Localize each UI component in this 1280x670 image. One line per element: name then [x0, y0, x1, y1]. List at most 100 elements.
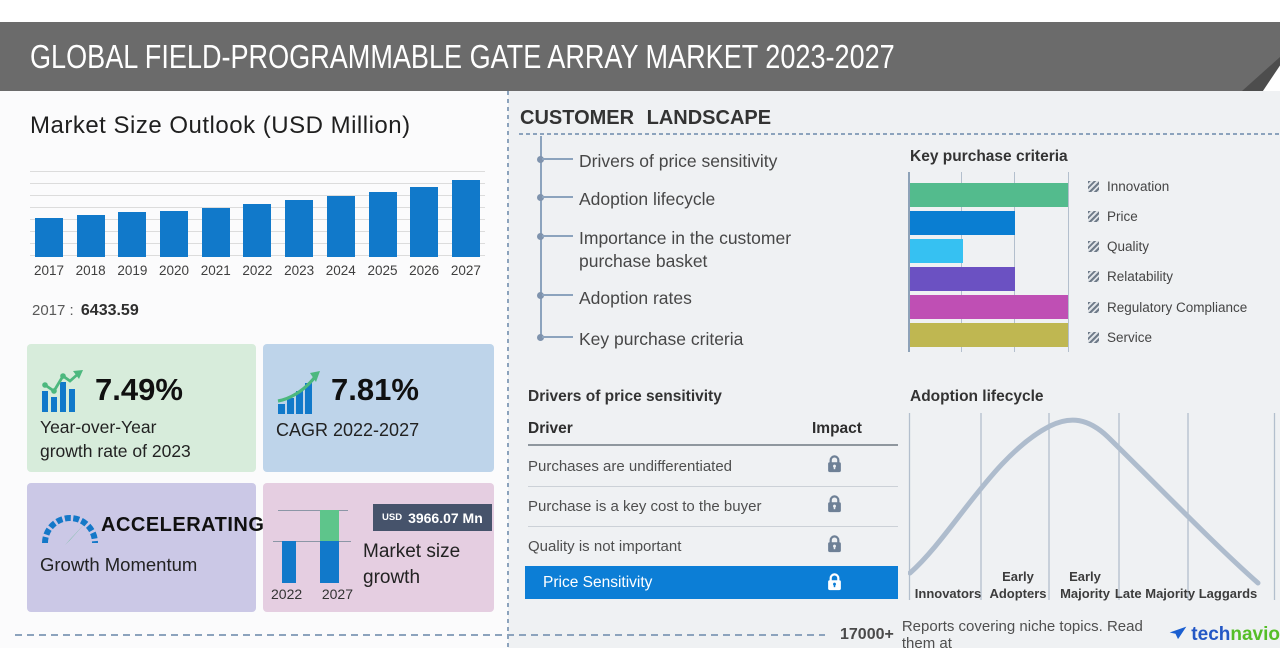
market-bar-2024	[326, 196, 355, 257]
column-header-driver: Driver	[528, 420, 573, 437]
row-divider	[528, 526, 898, 527]
legend-item: Service	[1088, 330, 1152, 345]
market-bar-column: 2020	[155, 211, 193, 278]
criteria-bar-innovation	[910, 183, 1068, 207]
market-bar-2018	[76, 215, 105, 257]
growth-currency: USD	[382, 512, 403, 523]
technavio-arrow-icon	[1169, 626, 1187, 640]
market-bar-column: 2022	[238, 204, 276, 278]
tree-connector-line	[542, 294, 573, 296]
legend-label: Regulatory Compliance	[1107, 300, 1248, 315]
lifecycle-stage-label: Laggards	[1198, 586, 1258, 601]
growth-year-start: 2022	[271, 586, 303, 602]
market-bar-2025	[368, 192, 397, 257]
base-year: 2017	[32, 302, 66, 319]
market-bar-2021	[201, 208, 230, 257]
landscape-item-label: Key purchase criteria	[579, 329, 744, 349]
base-year-note: 2017 : 6433.59	[32, 302, 139, 320]
row-divider	[528, 486, 898, 487]
report-title: GLOBAL FIELD-PROGRAMMABLE GATE ARRAY MAR…	[30, 37, 895, 75]
market-bar-column: 2023	[280, 200, 318, 278]
lifecycle-stage-label: Late Majority	[1114, 586, 1196, 601]
cagr-value: 7.81%	[331, 372, 419, 407]
adoption-lifecycle-curve	[908, 413, 1276, 600]
tree-connector-line	[542, 235, 573, 237]
legend-label: Relatability	[1107, 269, 1174, 284]
legend-label: Service	[1107, 330, 1153, 345]
legend-item: Innovation	[1088, 179, 1169, 194]
report-count: 17000+	[840, 626, 894, 643]
tree-node-dot	[537, 194, 544, 201]
year-label: 2024	[325, 263, 356, 278]
market-bar-2026	[410, 187, 439, 257]
customer-landscape-heading: CUSTOMER LANDSCAPE	[520, 107, 772, 129]
bell-curve-path	[908, 417, 1261, 586]
criteria-bar-price	[910, 211, 1015, 235]
key-purchase-criteria-heading: Key purchase criteria	[910, 148, 1068, 165]
brand-tech: tech	[1191, 624, 1231, 645]
legend-swatch-icon	[1088, 302, 1099, 313]
table-header-rule	[528, 444, 898, 446]
lock-icon	[826, 572, 843, 597]
market-bar-column: 2017	[30, 218, 68, 278]
growth-amount-badge: USD 3966.07 Mn	[373, 504, 492, 531]
tree-connector-line	[542, 158, 573, 160]
market-bar-2027	[451, 180, 480, 257]
year-label: 2017	[33, 263, 65, 278]
landscape-item-label: Drivers of price sensitivity	[579, 151, 778, 171]
brand-navio: navio	[1230, 624, 1280, 645]
yoy-label-line1: Year-over-Year	[40, 417, 157, 437]
landscape-item-label: Adoption lifecycle	[579, 189, 716, 209]
year-label: 2025	[367, 263, 398, 278]
yoy-label: Year-over-Year growth rate of 2023	[40, 415, 191, 463]
footer: 17000+ Reports covering niche topics. Re…	[840, 618, 1280, 652]
market-bar-2019	[118, 212, 147, 257]
impact-lock	[826, 454, 843, 479]
driver-label: Quality is not important	[528, 538, 682, 555]
legend-item: Quality	[1088, 239, 1149, 254]
year-label: 2027	[450, 263, 481, 278]
market-size-growth-card: 2022 2027 USD 3966.07 Mn Market size gro…	[263, 483, 494, 612]
tree-node-dot	[537, 156, 544, 163]
year-label: 2022	[242, 263, 273, 278]
technavio-logo[interactable]: tech navio	[1168, 624, 1280, 646]
market-bar-column: 2021	[197, 208, 235, 278]
bar-growth-icon	[42, 370, 83, 412]
legend-item: Regulatory Compliance	[1088, 300, 1247, 315]
year-label: 2018	[75, 263, 106, 278]
lifecycle-stage-label: Early Adopters	[989, 569, 1047, 601]
growth-label: Market size growth	[363, 541, 461, 588]
criteria-gridline	[1014, 172, 1015, 352]
cagr-label: CAGR 2022-2027	[276, 420, 420, 440]
market-bar-column: 2024	[322, 196, 360, 278]
criteria-bar-regulatory-compliance	[910, 295, 1068, 319]
market-bar-column: 2027	[447, 180, 485, 278]
tree-connector-line	[542, 196, 573, 198]
growth-momentum-card: ACCELERATING Growth Momentum	[27, 483, 264, 612]
legend-label: Innovation	[1107, 179, 1170, 194]
impact-lock	[826, 494, 843, 519]
legend-swatch-icon	[1088, 181, 1099, 192]
criteria-gridline	[1068, 172, 1069, 352]
growth-bar-2027-increment	[320, 510, 339, 541]
criteria-bar-relatability	[910, 267, 1015, 291]
yoy-label-line2: growth rate of 2023	[40, 441, 191, 461]
price-sensitivity-heading: Drivers of price sensitivity	[528, 388, 722, 405]
market-bar-2023	[285, 200, 314, 257]
growth-amount: 3966.07 Mn	[408, 509, 483, 526]
driver-label: Purchase is a key cost to the buyer	[528, 498, 762, 515]
tree-node-dot	[537, 233, 544, 240]
market-bar-2017	[35, 218, 63, 257]
legend-swatch-icon	[1088, 271, 1099, 282]
criteria-chart-axis	[908, 172, 910, 352]
bottom-white-strip	[0, 648, 1280, 670]
tree-node-dot	[537, 292, 544, 299]
lock-icon	[828, 495, 841, 513]
momentum-value: ACCELERATING	[101, 514, 265, 536]
impact-lock	[826, 534, 843, 559]
base-year-separator: :	[69, 302, 74, 319]
